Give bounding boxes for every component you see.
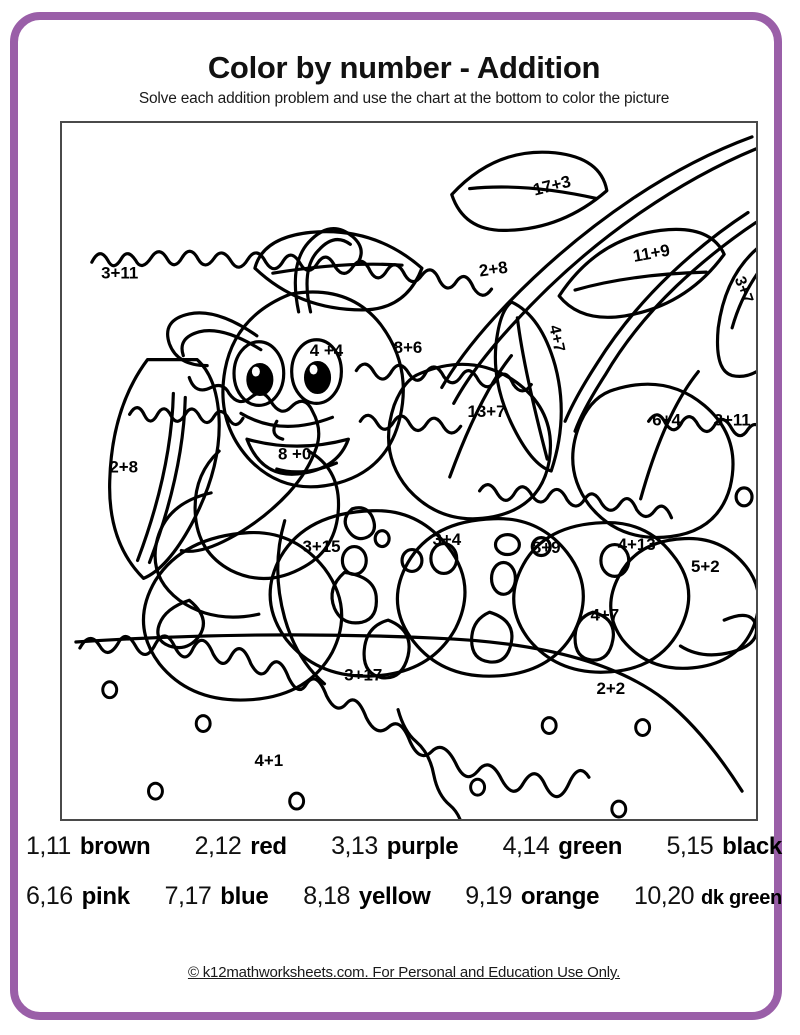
problem-label-body-seg-3: 8+9 bbox=[532, 538, 561, 557]
legend-item: 5,15 black bbox=[666, 832, 782, 861]
legend-item: 8,18 yellow bbox=[303, 882, 431, 911]
page-title: Color by number - Addition bbox=[207, 50, 601, 85]
legend-numbers: 7,17 bbox=[164, 882, 212, 910]
caterpillar-segment-3 bbox=[395, 517, 585, 678]
problem-label-body-seg-1: 3+15 bbox=[302, 537, 340, 556]
legend-numbers: 3,13 bbox=[331, 832, 378, 860]
problem-label-bush-top-left: 3+11 bbox=[101, 264, 138, 283]
legend-item: 3,13 purple bbox=[331, 832, 459, 861]
legend-color-name: green bbox=[558, 833, 623, 860]
legend-color-name: red bbox=[250, 833, 287, 860]
problem-label-body-neck: 8 +0 bbox=[278, 445, 311, 464]
problem-label-leaf-top-right: 17+3 bbox=[531, 172, 573, 200]
problem-label-leaf-left-bitten: 2+8 bbox=[109, 457, 138, 476]
problem-label-body-legs: 4+7 bbox=[591, 606, 620, 625]
legend-item: 9,19 orange bbox=[465, 882, 599, 911]
legend-numbers: 10,20 bbox=[633, 882, 695, 910]
problem-label-ground-lower: 4+1 bbox=[254, 751, 283, 770]
problem-label-bush-lower-right: 6+4 bbox=[652, 411, 681, 430]
legend-item: 10,20 dk green bbox=[634, 882, 782, 911]
legend-item: 1,11 brown bbox=[26, 832, 151, 861]
problem-label-ground-upper: 3+17 bbox=[344, 665, 382, 684]
ground-pebble-hill bbox=[78, 634, 591, 819]
leaf-13plus7-circle bbox=[387, 354, 552, 521]
legend-row-1: 1,11 brown 2,12 red 3,13 purple 4,14 gre… bbox=[26, 832, 782, 882]
leaf-17plus3 bbox=[450, 150, 609, 232]
legend-color-name: dk green bbox=[701, 887, 782, 909]
legend-numbers: 9,19 bbox=[465, 882, 512, 910]
legend-numbers: 8,18 bbox=[303, 882, 350, 910]
caterpillar-segment-5 bbox=[609, 486, 756, 670]
ground-pebbles bbox=[101, 680, 652, 819]
caterpillar-tail bbox=[678, 613, 756, 657]
legend-row-2: 6,16 pink 7,17 blue 8,18 yellow 9,19 ora… bbox=[26, 882, 782, 932]
problem-label-bush-right-edge: 3+11 bbox=[714, 411, 751, 430]
bush-outline-right bbox=[478, 483, 674, 520]
problem-label-caterpillar-face: 4 +4 bbox=[310, 341, 344, 360]
problem-label-leaf-center: 4+7 bbox=[545, 324, 567, 354]
problem-label-body-seg-5: 5+2 bbox=[691, 557, 720, 576]
branch-main bbox=[440, 135, 756, 433]
legend-color-name: yellow bbox=[358, 883, 431, 910]
caterpillar-head bbox=[221, 290, 405, 489]
legend-item: 4,14 green bbox=[503, 832, 623, 861]
legend-color-name: brown bbox=[79, 833, 151, 860]
problem-label-leaf-mid-right: 11+9 bbox=[631, 241, 671, 266]
problem-label-body-seg-4: 4+13 bbox=[618, 535, 656, 554]
problem-label-bush-mid: 8+6 bbox=[394, 338, 423, 357]
problem-label-leaf-upper-left: 2+8 bbox=[478, 258, 509, 281]
problem-label-bush-lower-mid: 13+7 bbox=[468, 402, 506, 421]
leaf-11plus9 bbox=[557, 227, 726, 319]
leaf-4plus7 bbox=[493, 300, 563, 473]
legend-color-name: purple bbox=[386, 833, 459, 860]
caterpillar-segment-1 bbox=[141, 519, 344, 702]
legend-numbers: 4,14 bbox=[502, 832, 550, 860]
caterpillar-mouth bbox=[239, 411, 350, 476]
legend-color-name: pink bbox=[81, 883, 130, 910]
legend-numbers: 6,16 bbox=[26, 882, 73, 910]
worksheet-frame: Color by number - Addition Solve each ad… bbox=[10, 12, 782, 1020]
legend-color-name: orange bbox=[520, 883, 600, 910]
color-key-legend: 1,11 brown 2,12 red 3,13 purple 4,14 gre… bbox=[26, 832, 782, 932]
legend-item: 6,16 pink bbox=[26, 882, 130, 911]
coloring-picture-box: 3+11 17+3 2+8 11+9 3+7 4+7 4 +4 8+6 13+7 6+4 3+11 2… bbox=[60, 121, 758, 821]
footer-copyright: © k12mathworksheets.com. For Personal an… bbox=[187, 964, 621, 981]
legend-numbers: 5,15 bbox=[666, 832, 714, 860]
legend-color-name: black bbox=[722, 833, 782, 860]
leaf-3plus7 bbox=[715, 247, 756, 378]
legend-item: 2,12 red bbox=[195, 832, 287, 861]
caterpillar-legs bbox=[156, 598, 615, 680]
caterpillar-eyes bbox=[232, 338, 343, 407]
leaf-6plus4-circle bbox=[571, 369, 735, 539]
caterpillar-antennae bbox=[166, 227, 363, 368]
page-subtitle: Solve each addition problem and use the … bbox=[138, 90, 670, 107]
legend-numbers: 1,11 bbox=[26, 832, 71, 860]
problem-label-ground-right: 2+2 bbox=[597, 679, 626, 698]
leaf-2plus8 bbox=[253, 230, 424, 312]
ground-line-upper bbox=[74, 633, 744, 793]
bush-outline-top-left bbox=[90, 249, 494, 297]
legend-color-name: blue bbox=[220, 883, 269, 910]
legend-item: 7,17 blue bbox=[165, 882, 269, 911]
legend-numbers: 2,12 bbox=[194, 832, 242, 860]
problem-label-body-seg-2: 3+4 bbox=[432, 530, 461, 549]
